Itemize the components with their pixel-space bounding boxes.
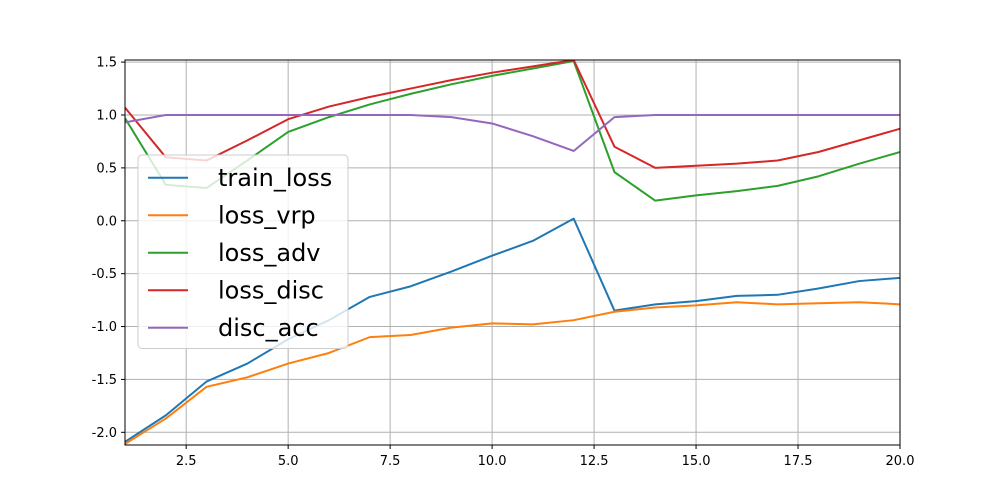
x-tick-label: 5.0 — [278, 454, 299, 469]
x-tick-label: 2.5 — [176, 454, 197, 469]
x-tick-label: 17.5 — [784, 454, 813, 469]
series-line-disc-acc — [125, 114, 900, 152]
legend-label-disc-acc: disc_acc — [218, 314, 319, 342]
y-tick-label: 0.0 — [96, 214, 117, 229]
series-line-loss-vrp — [125, 301, 900, 445]
legend-label-loss-adv: loss_adv — [218, 239, 321, 267]
series-line-loss-disc — [125, 60, 900, 169]
legend-box — [137, 154, 349, 349]
legend-label-train-loss: train_loss — [218, 164, 332, 192]
x-tick-label: 12.5 — [580, 454, 609, 469]
x-tick-label: 20.0 — [886, 454, 915, 469]
legend-label-loss-vrp: loss_vrp — [218, 201, 316, 229]
legend-label-loss-disc: loss_disc — [218, 276, 324, 304]
y-tick-label: -2.0 — [92, 426, 117, 441]
x-tick-label: 7.5 — [380, 454, 401, 469]
legend: train_loss loss_vrp loss_adv loss_disc disc_… — [137, 154, 349, 349]
y-tick-label: -1.0 — [92, 320, 117, 335]
x-tick-label: 15.0 — [682, 454, 711, 469]
y-tick-label: 1.5 — [96, 56, 117, 71]
y-tick-label: -1.5 — [92, 373, 117, 388]
axis-ticks: 2.5 5.0 7.5 10.0 12.5 15.0 17.5 20.0 -2.0 -1.5 -1.… — [92, 56, 915, 469]
plot-frame — [124, 59, 901, 446]
x-tick-label: 10.0 — [478, 454, 507, 469]
y-tick-label: 1.0 — [96, 109, 117, 124]
series-line-train-loss — [125, 217, 900, 444]
y-tick-label: -0.5 — [92, 267, 117, 282]
y-tick-label: 0.5 — [96, 161, 117, 176]
